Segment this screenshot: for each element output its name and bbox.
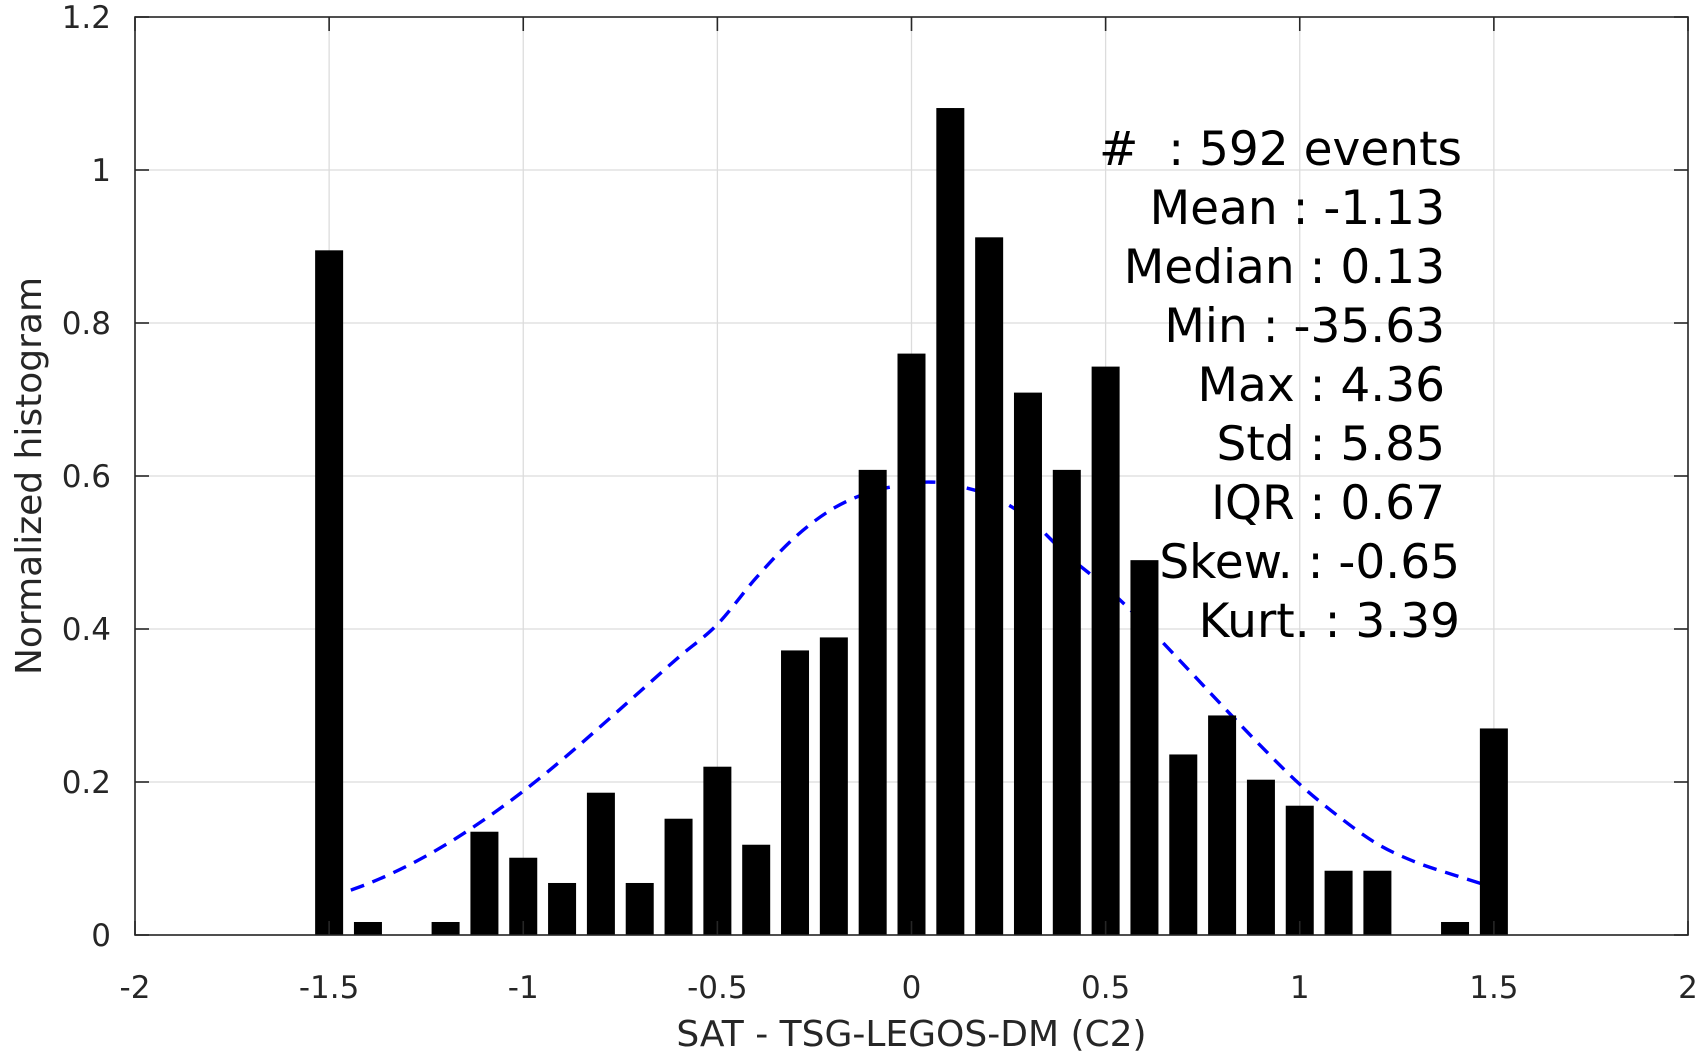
histogram-bar [819,637,848,935]
histogram-bar [936,108,965,935]
stat-line: IQR : 0.67 [1211,476,1445,531]
x-tick-labels: -2 -1.5 -1 -0.5 0 0.5 1 1.5 2 [120,970,1698,1006]
histogram-bar [1208,715,1237,935]
histogram-bar [781,650,810,935]
y-tick-label: 0 [91,918,111,954]
histogram-bar [1246,779,1275,935]
histogram-bar [470,831,499,935]
stat-line: Median : 0.13 [1124,240,1445,295]
histogram-bar [1285,805,1314,935]
histogram-bar [664,818,693,935]
y-tick-label: 1.2 [62,0,111,36]
x-tick-label: 1.5 [1469,970,1518,1006]
histogram-bar [625,882,654,935]
histogram-bar [353,921,382,935]
histogram-bar [1479,728,1508,935]
histogram-bar [1052,469,1081,935]
x-tick-label: 1 [1290,970,1310,1006]
stat-line: # : 592 events [1099,122,1462,177]
stat-line: Max : 4.36 [1197,358,1445,413]
histogram-bar [548,882,577,935]
x-tick-label: -2 [120,970,151,1006]
y-axis-title: Normalized histogram [9,277,50,675]
histogram-bar [1091,366,1120,936]
histogram-bar [897,353,926,936]
x-tick-label: 0 [902,970,922,1006]
histogram-bar [1130,560,1159,935]
x-tick-label: -1.5 [299,970,360,1006]
histogram-bar [315,250,344,935]
histogram-bar [703,766,732,935]
stat-line: Skew. : -0.65 [1159,535,1460,590]
histogram-bar [431,921,460,935]
x-tick-label: -1 [508,970,539,1006]
stat-line: Std : 5.85 [1217,417,1445,472]
bars [315,108,1508,936]
histogram-bar [975,237,1004,935]
y-tick-label: 0.8 [62,306,111,342]
stat-line: Mean : -1.13 [1150,181,1445,236]
histogram-bar [1363,870,1392,935]
histogram-bar [1169,754,1198,935]
x-tick-label: 0.5 [1081,970,1130,1006]
stat-line: Kurt. : 3.39 [1199,594,1460,649]
histogram-bar [586,792,615,935]
x-axis-title: SAT - TSG-LEGOS-DM (C2) [676,1014,1146,1053]
x-tick-label: -0.5 [687,970,748,1006]
y-tick-labels: 0 0.2 0.4 0.6 0.8 1 1.2 [62,0,111,954]
y-tick-label: 0.2 [62,765,111,801]
y-tick-label: 1 [91,153,111,189]
y-tick-label: 0.6 [62,459,111,495]
axis-ticks [134,16,1689,936]
histogram-bar [1324,870,1353,935]
histogram-bar [858,469,887,935]
y-tick-label: 0.4 [62,612,111,648]
stat-line: Min : -35.63 [1164,299,1445,354]
x-tick-label: 2 [1678,970,1698,1006]
histogram-bar [742,844,771,935]
histogram-bar [1013,392,1042,935]
histogram-bar [1441,921,1470,935]
